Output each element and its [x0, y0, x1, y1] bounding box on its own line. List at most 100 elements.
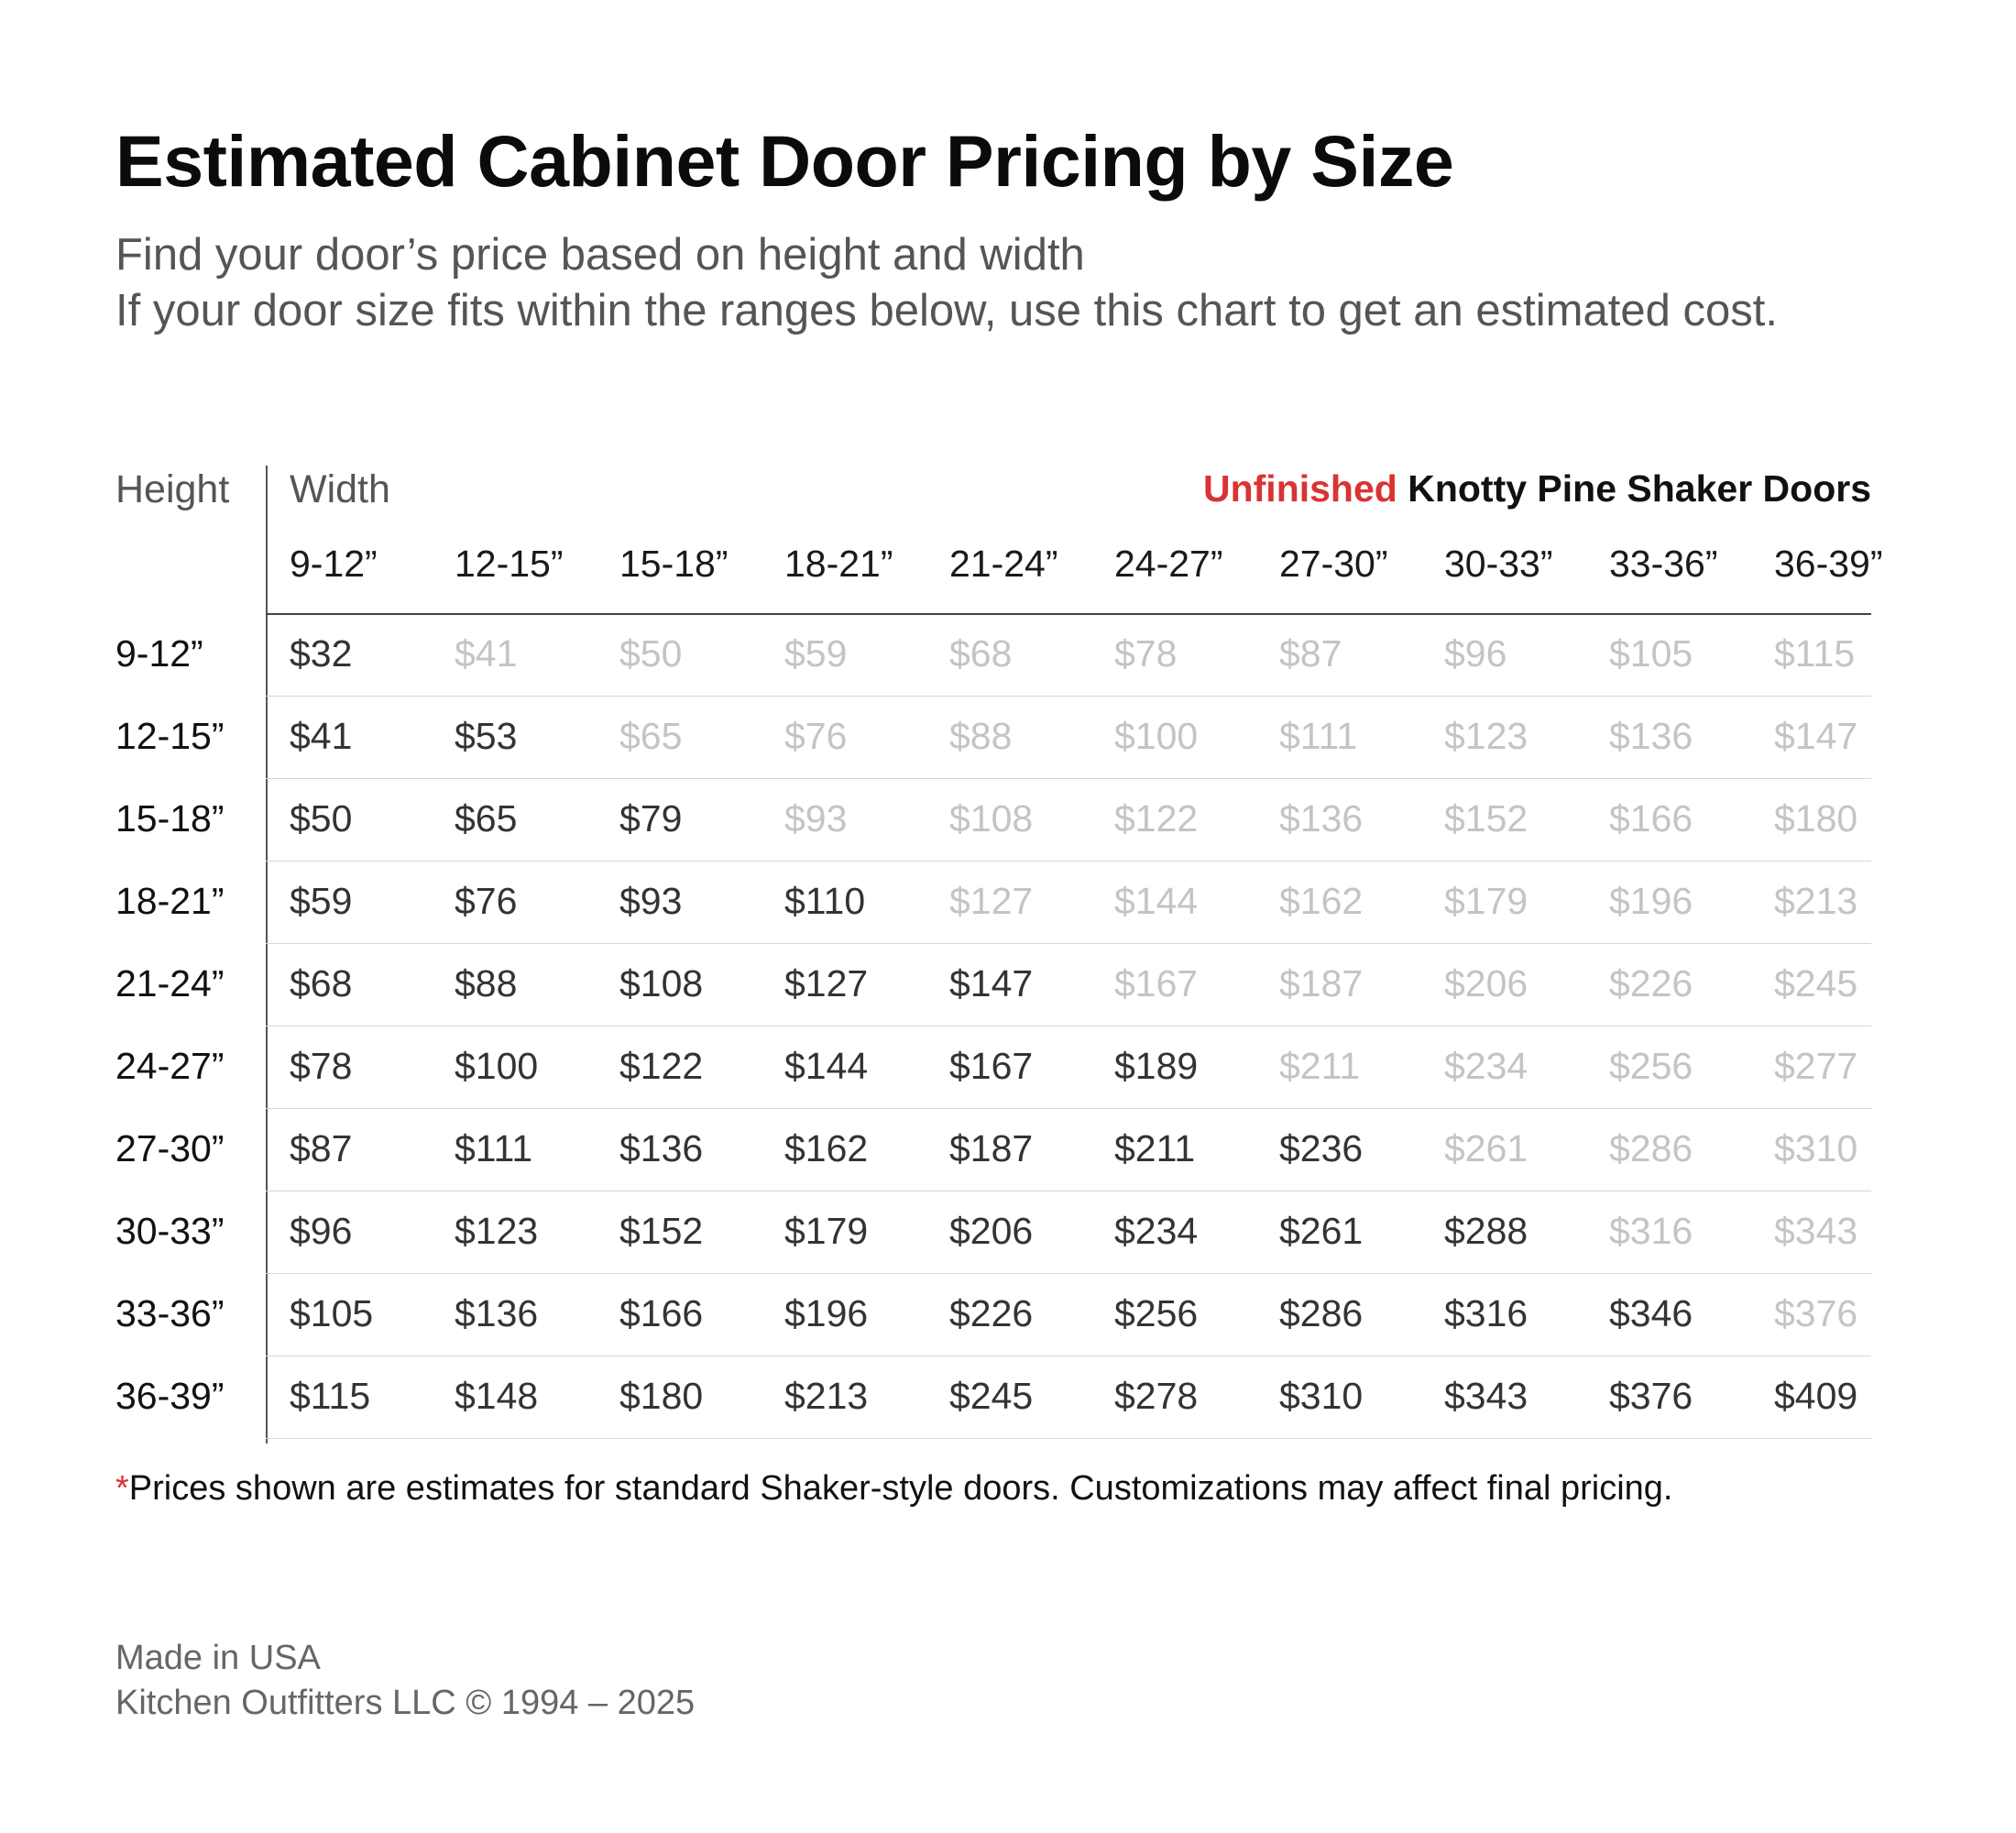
row-header: 18-21” [115, 880, 225, 922]
row-divider [266, 778, 1871, 779]
price-cell: $32 [290, 632, 353, 675]
price-cell: $167 [949, 1045, 1034, 1087]
price-cell: $180 [1774, 797, 1858, 840]
table-row: 36-39” $115 $148 $180 $213 $245 $278 $310 $343 $3… [115, 1356, 1912, 1439]
table-vertical-divider [266, 466, 268, 1443]
footer-copyright: Kitchen Outfitters LLC © 1994 – 2025 [115, 1684, 696, 1722]
footer: Made in USA Kitchen Outfitters LLC © 199… [115, 1636, 695, 1726]
price-cell: $234 [1114, 1210, 1199, 1252]
price-cell: $278 [1114, 1375, 1199, 1417]
price-cell: $136 [1609, 715, 1693, 757]
row-header: 36-39” [115, 1375, 225, 1417]
column-header-row: 9-12” 12-15” 15-18” 18-21” 21-24” 24-27” 27-30… [115, 543, 1912, 607]
price-cell: $196 [1609, 880, 1693, 922]
price-cell: $162 [784, 1127, 869, 1169]
column-header: 12-15” [455, 543, 564, 585]
price-cell: $50 [290, 797, 353, 840]
product-finish-label: Unfinished [1203, 467, 1397, 510]
price-cell: $152 [1444, 797, 1528, 840]
row-header: 33-36” [115, 1292, 225, 1334]
page-subtitle: Find your door’s price based on height a… [115, 227, 1912, 339]
price-cell: $234 [1444, 1045, 1528, 1087]
price-cell: $115 [1774, 632, 1856, 675]
footer-origin: Made in USA [115, 1639, 321, 1677]
footnote-asterisk: * [115, 1469, 129, 1508]
row-divider [266, 861, 1871, 862]
price-cell: $76 [784, 715, 848, 757]
subtitle-line-1: Find your door’s price based on height a… [115, 230, 1085, 280]
price-cell: $93 [619, 880, 683, 922]
price-cell: $286 [1279, 1292, 1364, 1334]
price-cell: $88 [455, 962, 518, 1004]
price-cell: $179 [784, 1210, 869, 1252]
header-rule [266, 613, 1871, 615]
footnote-text: Prices shown are estimates for standard … [128, 1469, 1673, 1508]
price-cell: $187 [949, 1127, 1034, 1169]
price-cell: $87 [1279, 632, 1342, 675]
price-cell: $122 [619, 1045, 704, 1087]
price-cell: $65 [455, 797, 518, 840]
price-cell: $226 [1609, 962, 1693, 1004]
price-cell: $376 [1609, 1375, 1693, 1417]
price-cell: $136 [455, 1292, 539, 1334]
price-cell: $59 [784, 632, 848, 675]
column-header: 36-39” [1774, 543, 1883, 585]
row-header: 12-15” [115, 715, 225, 757]
price-cell: $65 [619, 715, 683, 757]
price-cell: $108 [619, 962, 704, 1004]
price-cell: $78 [290, 1045, 353, 1087]
price-cell: $122 [1114, 797, 1199, 840]
price-cell: $41 [455, 632, 518, 675]
table-row: 21-24” $68 $88 $108 $127 $147 $167 $187 $206 $226… [115, 944, 1912, 1026]
column-header: 18-21” [784, 543, 893, 585]
price-cell: $277 [1774, 1045, 1858, 1087]
row-header: 15-18” [115, 797, 225, 840]
price-cell: $316 [1609, 1210, 1693, 1252]
price-cell: $88 [949, 715, 1013, 757]
column-header: 21-24” [949, 543, 1058, 585]
price-cell: $211 [1114, 1127, 1196, 1169]
width-axis-label: Width [290, 467, 390, 511]
row-header: 21-24” [115, 962, 225, 1004]
price-cell: $286 [1609, 1127, 1693, 1169]
price-cell: $87 [290, 1127, 353, 1169]
price-cell: $166 [619, 1292, 704, 1334]
price-cell: $110 [784, 880, 866, 922]
column-header: 30-33” [1444, 543, 1553, 585]
price-cell: $196 [784, 1292, 869, 1334]
price-cell: $343 [1444, 1375, 1528, 1417]
price-cell: $127 [784, 962, 869, 1004]
column-header: 9-12” [290, 543, 378, 585]
price-cell: $68 [949, 632, 1013, 675]
table-row: 33-36” $105 $136 $166 $196 $226 $256 $286 $316 $3… [115, 1274, 1912, 1356]
price-cell: $79 [619, 797, 683, 840]
price-cell: $115 [290, 1375, 371, 1417]
table-row: 24-27” $78 $100 $122 $144 $167 $189 $211 $234 $25… [115, 1026, 1912, 1109]
product-name-label: Knotty Pine Shaker Doors [1397, 467, 1871, 510]
price-cell: $147 [949, 962, 1034, 1004]
price-cell: $78 [1114, 632, 1178, 675]
price-cell: $167 [1114, 962, 1199, 1004]
price-cell: $180 [619, 1375, 704, 1417]
table-row: 9-12” $32 $41 $50 $59 $68 $78 $87 $96 $105 $115 [115, 614, 1912, 697]
column-header: 27-30” [1279, 543, 1388, 585]
row-divider [266, 1438, 1871, 1439]
price-cell: $76 [455, 880, 518, 922]
table-row: 18-21” $59 $76 $93 $110 $127 $144 $162 $179 $196 $… [115, 862, 1912, 944]
price-cell: $376 [1774, 1292, 1858, 1334]
price-cell: $147 [1774, 715, 1858, 757]
footnote: *Prices shown are estimates for standard… [115, 1469, 1673, 1509]
page-title: Estimated Cabinet Door Pricing by Size [115, 120, 1454, 202]
price-cell: $256 [1609, 1045, 1693, 1087]
price-cell: $256 [1114, 1292, 1199, 1334]
row-header: 27-30” [115, 1127, 225, 1169]
price-cell: $226 [949, 1292, 1034, 1334]
price-cell: $105 [1609, 632, 1693, 675]
price-cell: $100 [455, 1045, 539, 1087]
price-cell: $346 [1609, 1292, 1693, 1334]
price-cell: $261 [1444, 1127, 1528, 1169]
price-cell: $310 [1279, 1375, 1364, 1417]
row-header: 9-12” [115, 632, 203, 675]
price-cell: $108 [949, 797, 1034, 840]
price-cell: $127 [949, 880, 1034, 922]
